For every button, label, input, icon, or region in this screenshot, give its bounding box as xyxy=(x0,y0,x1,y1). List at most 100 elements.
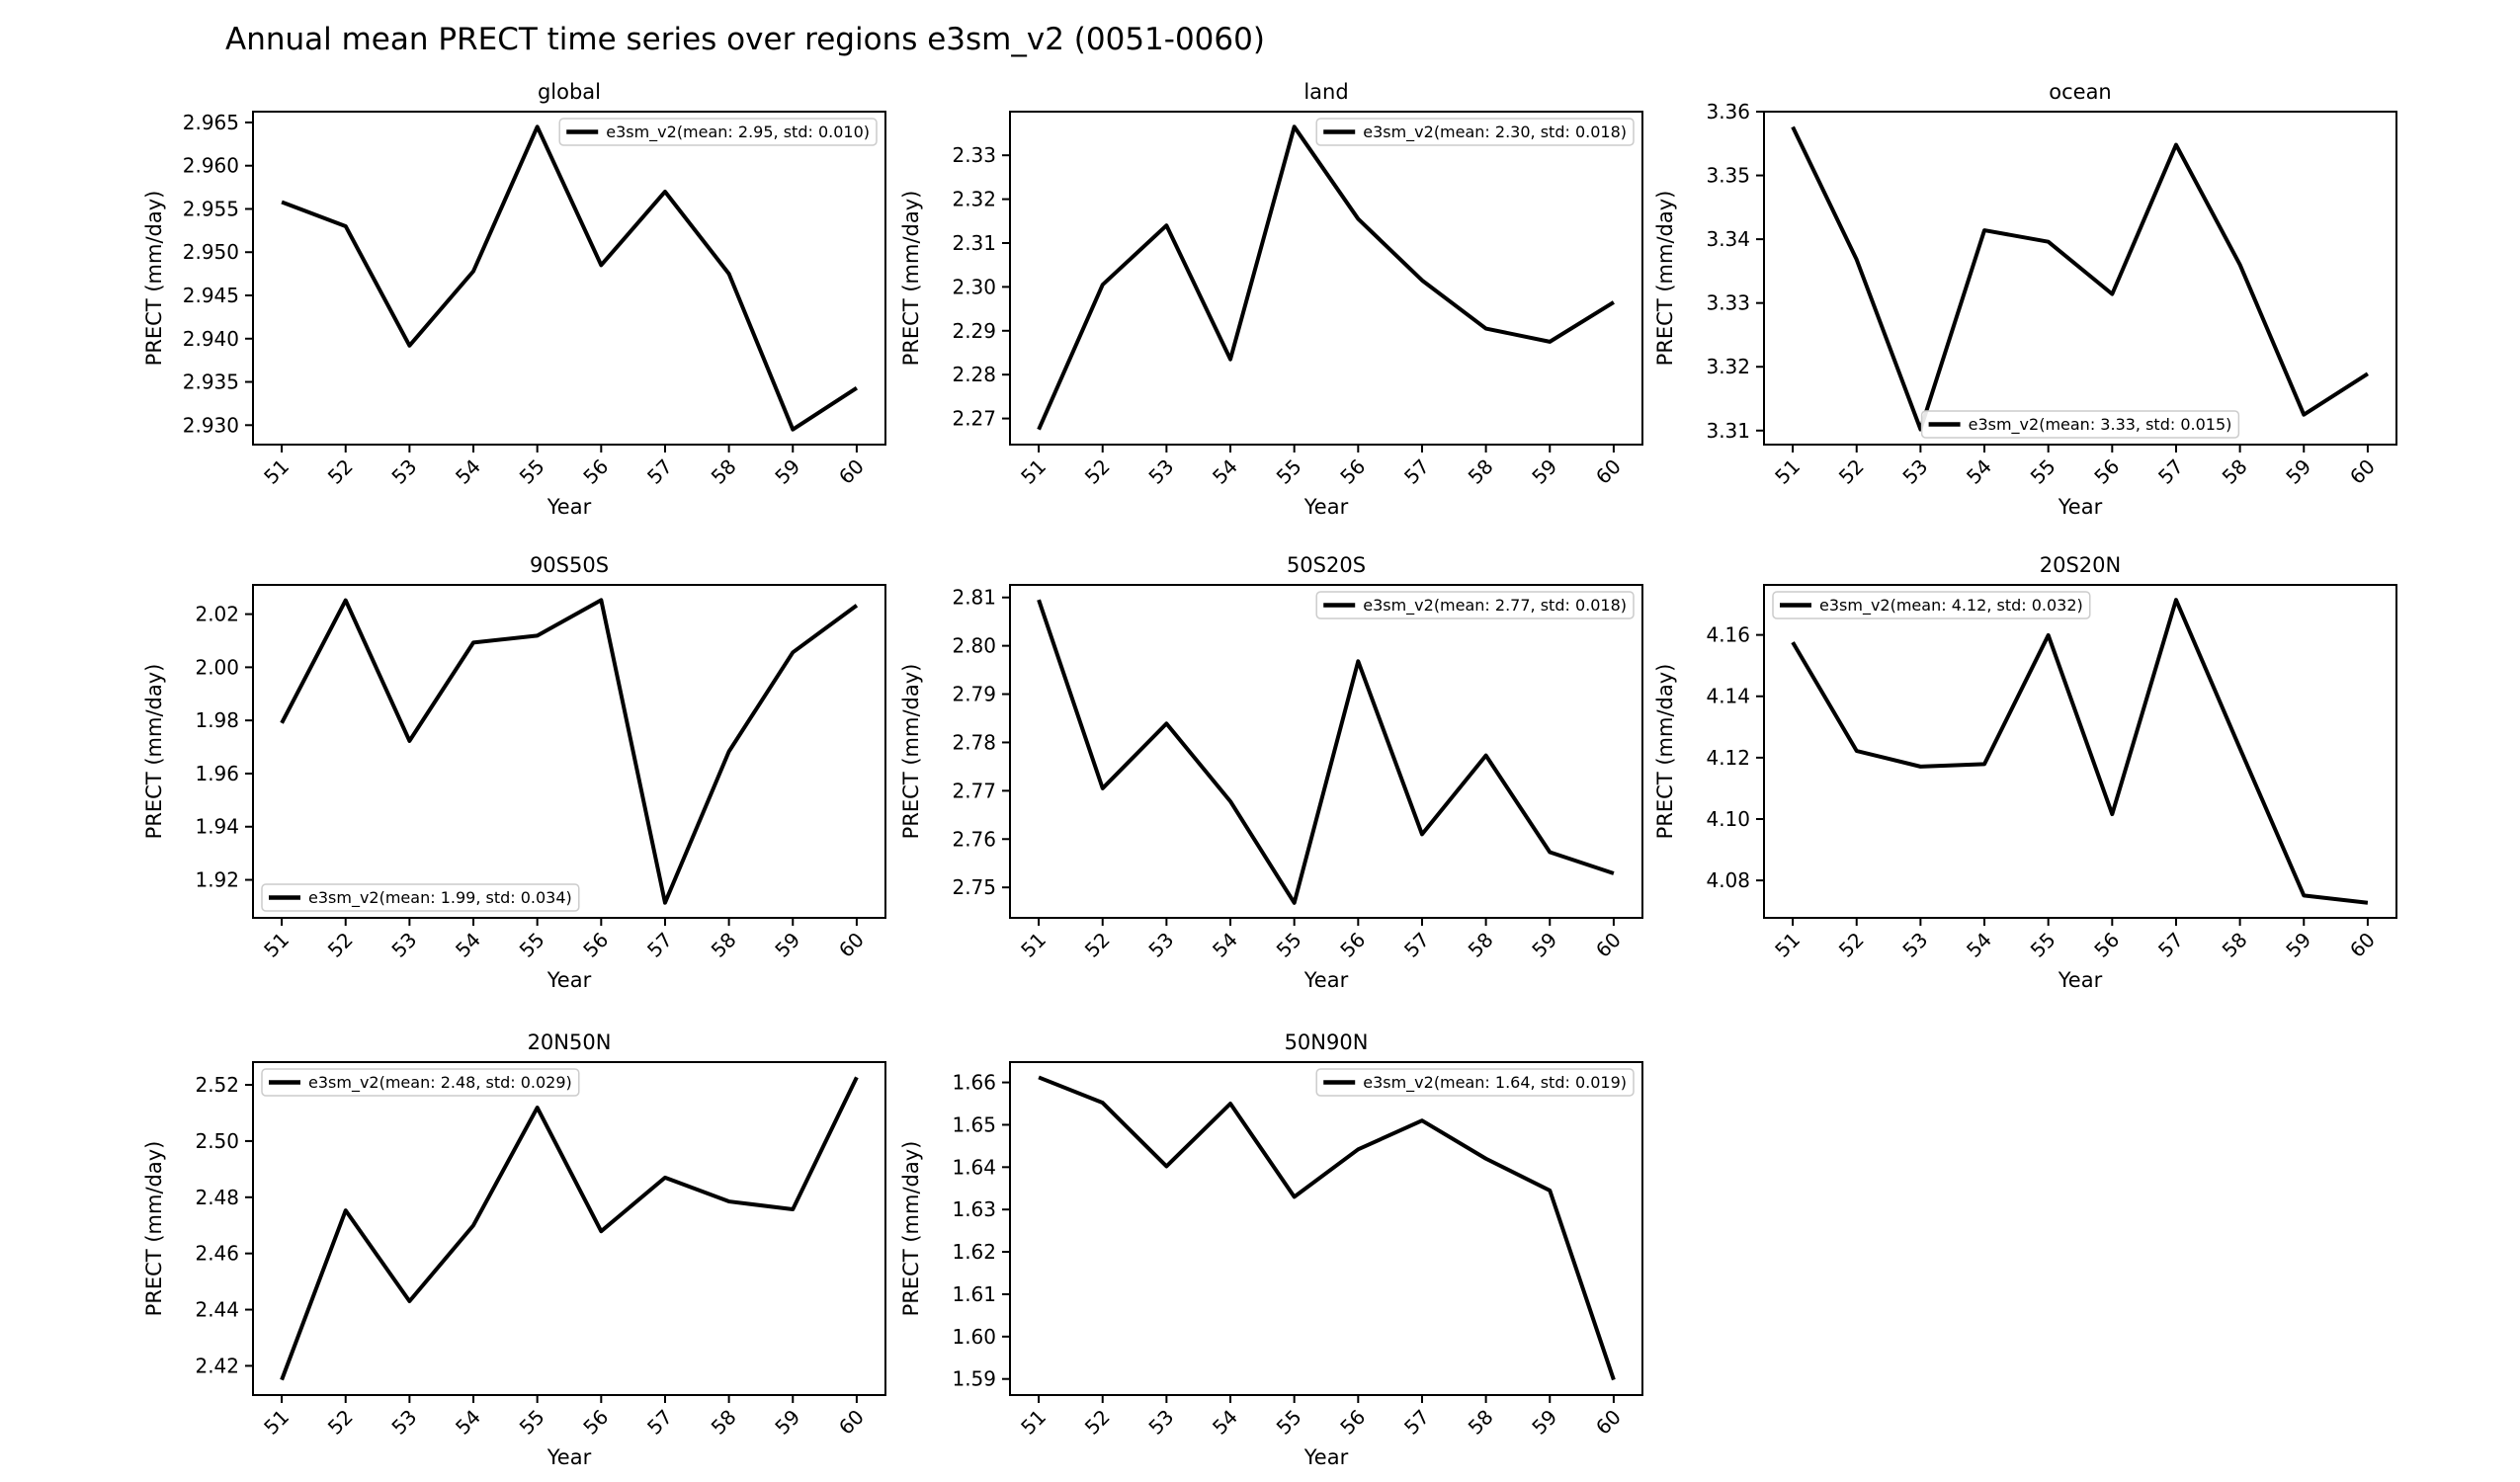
x-tick-label: 53 xyxy=(386,1405,421,1440)
x-tick-label: 60 xyxy=(1591,1405,1626,1440)
x-tick-label-group: 55 xyxy=(2026,928,2060,962)
x-tick-label: 59 xyxy=(2281,928,2315,962)
x-tick-label: 54 xyxy=(1208,928,1242,962)
plot-area xyxy=(253,112,885,445)
x-tick-label-group: 54 xyxy=(1962,454,1996,489)
x-tick-label-group: 55 xyxy=(515,454,549,489)
y-tick-label: 2.02 xyxy=(195,603,239,626)
x-tick-label: 59 xyxy=(1527,1405,1561,1440)
y-tick-label: 2.77 xyxy=(952,779,996,802)
x-tick-label-group: 56 xyxy=(578,1405,613,1440)
x-tick-label-group: 59 xyxy=(2281,928,2315,962)
x-tick-label: 51 xyxy=(1016,928,1050,962)
subplot-90s50s: 90S50S 1.92 1.94 1.96 1.98 2.00 2.02 51 52 53 54 55… xyxy=(142,553,886,992)
x-tick-label-group: 60 xyxy=(2345,454,2380,489)
x-tick-label: 57 xyxy=(1399,1405,1434,1440)
x-tick-label: 54 xyxy=(1962,928,1996,962)
subplot-50s20s: 50S20S 2.75 2.76 2.77 2.78 2.79 2.80 2.81 51 52 53… xyxy=(899,553,1643,992)
legend: e3sm_v2(mean: 4.12, std: 0.032) xyxy=(1772,591,2091,619)
y-tick-label: 3.34 xyxy=(1706,227,1750,251)
x-tick-label: 58 xyxy=(2218,928,2252,962)
x-tick-label: 53 xyxy=(1143,454,1178,489)
x-tick-label-group: 57 xyxy=(2153,454,2188,489)
x-tick-label: 51 xyxy=(259,454,294,489)
legend-label: e3sm_v2(mean: 1.99, std: 0.034) xyxy=(308,888,572,908)
x-tick-label-group: 55 xyxy=(1272,928,1306,962)
x-tick-label: 52 xyxy=(1080,928,1115,962)
data-line xyxy=(1791,598,2369,905)
y-axis-label: PRECT (mm/day) xyxy=(142,191,166,367)
x-tick-label: 57 xyxy=(642,928,677,962)
x-tick-label: 54 xyxy=(1962,454,1996,489)
y-tick-label: 2.29 xyxy=(952,319,996,343)
subplot-title: land xyxy=(1303,80,1348,104)
x-tick-label-group: 51 xyxy=(1016,454,1050,489)
x-tick-label-group: 53 xyxy=(386,454,421,489)
x-tick-label-group: 57 xyxy=(642,454,677,489)
y-tick-label: 4.08 xyxy=(1706,868,1750,892)
x-tick-label: 51 xyxy=(1016,454,1050,489)
x-tick-label: 52 xyxy=(1080,454,1115,489)
y-tick-label: 2.30 xyxy=(952,275,996,298)
legend-label: e3sm_v2(mean: 3.33, std: 0.015) xyxy=(1969,415,2232,435)
x-tick-label: 54 xyxy=(451,1405,485,1440)
x-tick-label: 52 xyxy=(323,1405,358,1440)
y-tick-label: 4.12 xyxy=(1706,746,1750,770)
subplot-20n50n: 20N50N 2.42 2.44 2.46 2.48 2.50 2.52 51 52 53 54 55… xyxy=(142,1030,886,1469)
x-tick-label-group: 52 xyxy=(1834,928,1869,962)
subplot-global: global 2.930 2.935 2.940 2.945 2.950 2.955 2.96… xyxy=(142,80,886,519)
y-tick-label: 2.33 xyxy=(952,143,996,167)
y-tick-label: 2.950 xyxy=(183,240,239,264)
x-tick-label-group: 56 xyxy=(2089,454,2124,489)
subplot-title: ocean xyxy=(2049,80,2112,104)
x-tick-label: 52 xyxy=(323,454,358,489)
y-tick-label: 2.81 xyxy=(952,586,996,610)
x-tick-label: 60 xyxy=(2345,928,2380,962)
plot-area xyxy=(1010,112,1642,445)
y-tick-label: 2.965 xyxy=(183,111,239,134)
legend-label: e3sm_v2(mean: 2.95, std: 0.010) xyxy=(606,123,870,142)
x-tick-label-group: 58 xyxy=(2218,454,2252,489)
x-tick-label-group: 53 xyxy=(1143,1405,1178,1440)
subplot-title: 20S20N xyxy=(2040,553,2121,577)
legend-box xyxy=(1772,591,2091,619)
y-tick-label: 2.940 xyxy=(183,327,239,351)
x-axis-label: Year xyxy=(546,1445,592,1469)
legend: e3sm_v2(mean: 2.48, std: 0.029) xyxy=(261,1068,580,1097)
legend: e3sm_v2(mean: 2.77, std: 0.018) xyxy=(1315,591,1635,619)
x-tick-label-group: 51 xyxy=(1016,928,1050,962)
legend: e3sm_v2(mean: 2.30, std: 0.018) xyxy=(1315,118,1635,146)
y-tick-label: 1.98 xyxy=(195,708,239,732)
x-tick-label: 58 xyxy=(2218,454,2252,489)
x-tick-label-group: 57 xyxy=(642,1405,677,1440)
legend-box xyxy=(261,883,580,912)
legend: e3sm_v2(mean: 3.33, std: 0.015) xyxy=(1920,410,2240,439)
y-tick-label: 2.42 xyxy=(195,1354,239,1377)
subplot-land: land 2.27 2.28 2.29 2.30 2.31 2.32 2.33 51 52 53 54… xyxy=(899,80,1643,519)
x-tick-label-group: 53 xyxy=(1143,928,1178,962)
x-tick-label-group: 58 xyxy=(1464,928,1498,962)
y-tick-label: 2.945 xyxy=(183,284,239,307)
y-tick-label: 1.62 xyxy=(952,1240,996,1264)
legend-box xyxy=(1920,410,2240,439)
x-tick-label-group: 54 xyxy=(451,928,485,962)
x-tick-label-group: 52 xyxy=(323,1405,358,1440)
x-axis-label: Year xyxy=(1303,495,1349,519)
x-tick-label: 57 xyxy=(1399,928,1434,962)
x-tick-label-group: 57 xyxy=(1399,1405,1434,1440)
y-tick-label: 1.59 xyxy=(952,1367,996,1391)
data-line xyxy=(1037,599,1615,905)
x-tick-label: 51 xyxy=(259,928,294,962)
x-tick-label: 53 xyxy=(386,928,421,962)
x-axis-label: Year xyxy=(546,968,592,992)
x-axis-label: Year xyxy=(2058,968,2103,992)
x-tick-label-group: 56 xyxy=(2089,928,2124,962)
x-tick-label: 51 xyxy=(1016,1405,1050,1440)
y-tick-label: 2.27 xyxy=(952,407,996,431)
y-tick-label: 4.14 xyxy=(1706,685,1750,708)
y-tick-label: 1.96 xyxy=(195,762,239,785)
x-tick-label: 53 xyxy=(386,454,421,489)
x-tick-label-group: 58 xyxy=(1464,454,1498,489)
x-tick-label: 53 xyxy=(1143,1405,1178,1440)
